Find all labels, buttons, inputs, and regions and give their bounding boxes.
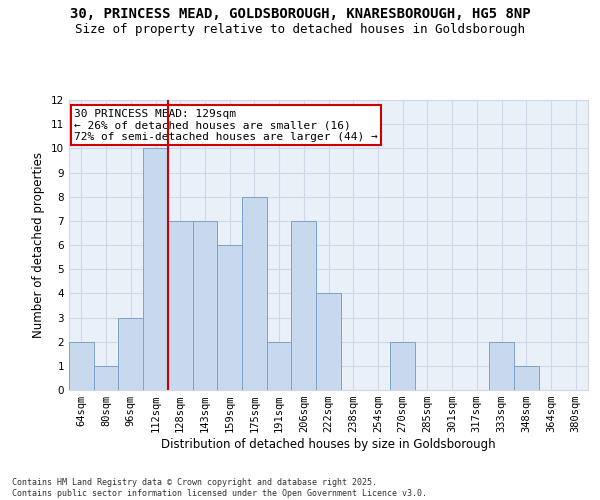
Bar bbox=[94, 366, 118, 390]
Bar bbox=[242, 196, 267, 390]
Bar bbox=[118, 318, 143, 390]
Bar bbox=[390, 342, 415, 390]
Bar bbox=[514, 366, 539, 390]
Y-axis label: Number of detached properties: Number of detached properties bbox=[32, 152, 46, 338]
Bar bbox=[217, 245, 242, 390]
Text: 30, PRINCESS MEAD, GOLDSBOROUGH, KNARESBOROUGH, HG5 8NP: 30, PRINCESS MEAD, GOLDSBOROUGH, KNARESB… bbox=[70, 8, 530, 22]
Text: 30 PRINCESS MEAD: 129sqm
← 26% of detached houses are smaller (16)
72% of semi-d: 30 PRINCESS MEAD: 129sqm ← 26% of detach… bbox=[74, 108, 378, 142]
Bar bbox=[143, 148, 168, 390]
Bar bbox=[69, 342, 94, 390]
Bar bbox=[292, 221, 316, 390]
Bar bbox=[168, 221, 193, 390]
X-axis label: Distribution of detached houses by size in Goldsborough: Distribution of detached houses by size … bbox=[161, 438, 496, 451]
Bar bbox=[489, 342, 514, 390]
Bar bbox=[267, 342, 292, 390]
Bar bbox=[193, 221, 217, 390]
Text: Size of property relative to detached houses in Goldsborough: Size of property relative to detached ho… bbox=[75, 22, 525, 36]
Text: Contains HM Land Registry data © Crown copyright and database right 2025.
Contai: Contains HM Land Registry data © Crown c… bbox=[12, 478, 427, 498]
Bar bbox=[316, 294, 341, 390]
